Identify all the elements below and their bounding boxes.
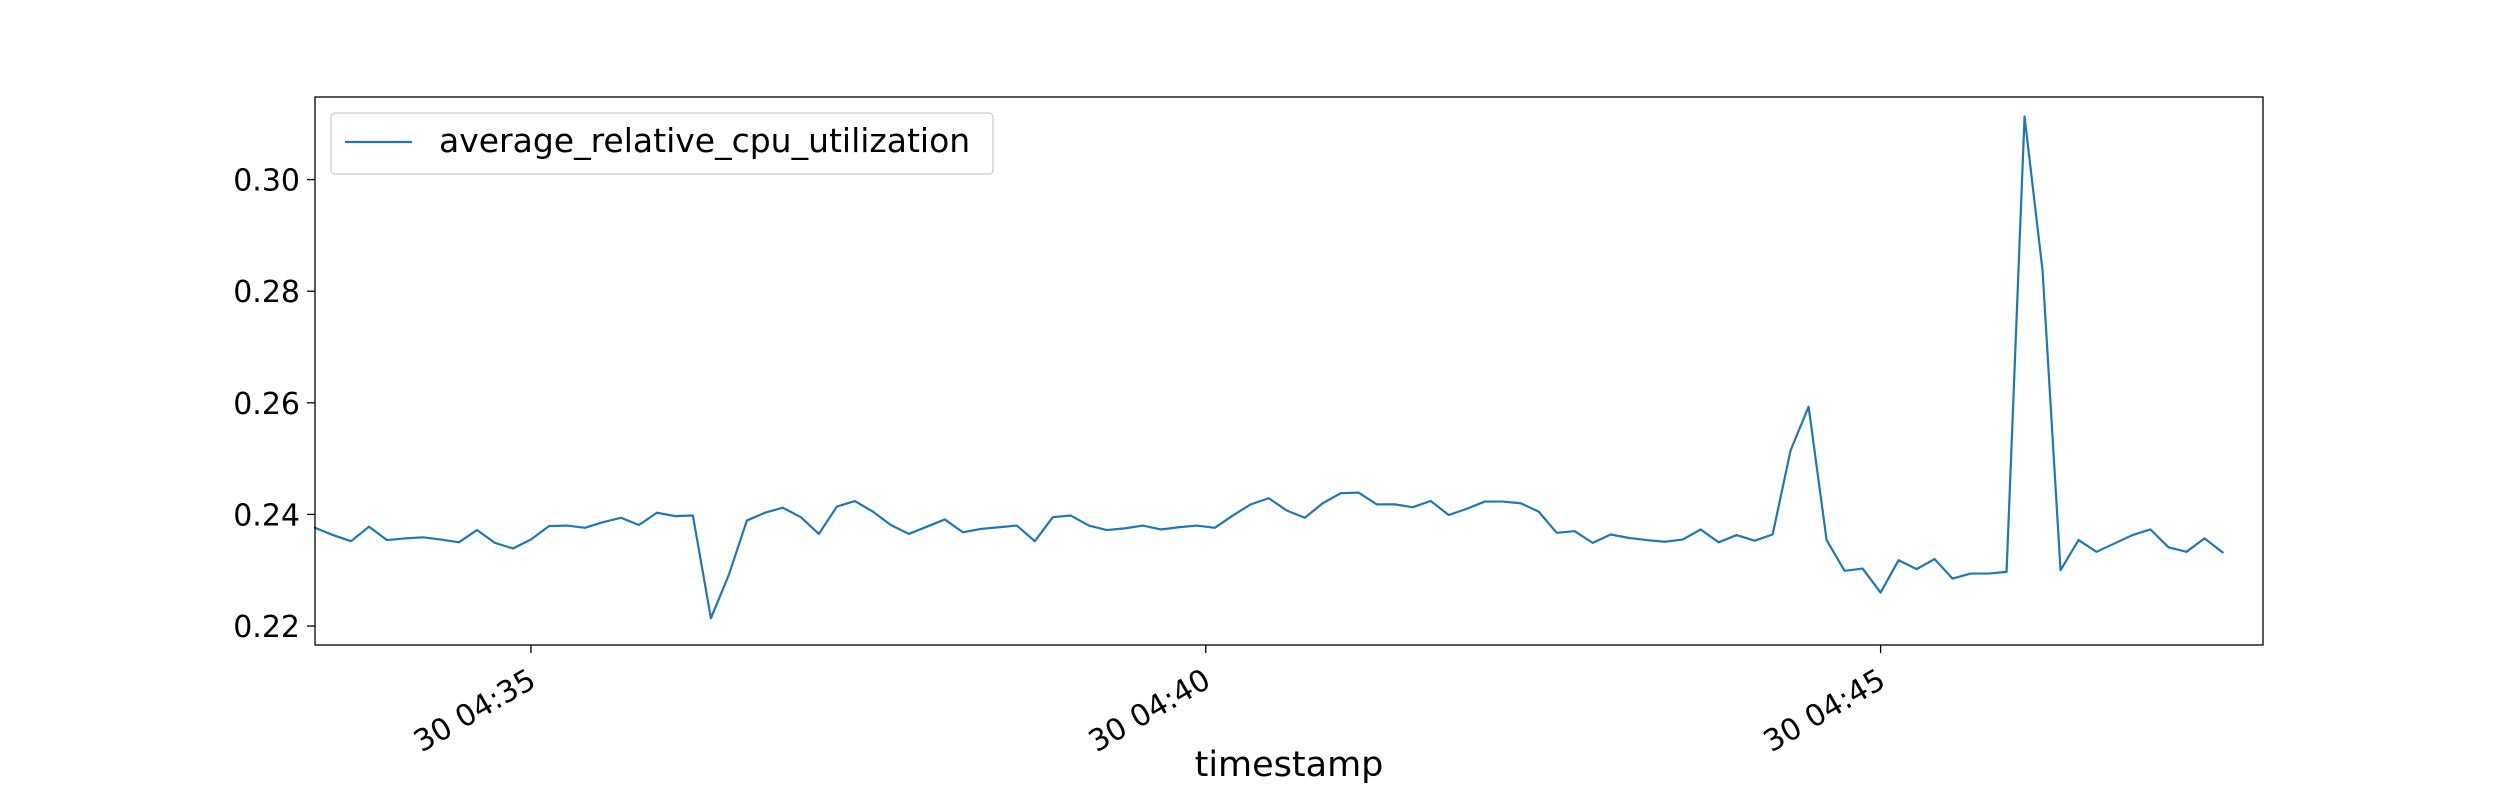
plot-area-frame	[314, 96, 2264, 646]
y-tick-label: 0.28	[233, 275, 300, 310]
plot-area-background	[315, 97, 2263, 645]
legend-series-label: average_relative_cpu_utilization	[439, 121, 970, 160]
y-tick-label: 0.22	[233, 610, 300, 645]
y-tick-label: 0.26	[233, 387, 300, 422]
legend: average_relative_cpu_utilization	[330, 112, 994, 175]
x-tick-label: 30 04:35	[408, 662, 542, 759]
x-tick-label: 30 04:45	[1758, 662, 1892, 759]
y-tick-label: 0.24	[233, 498, 300, 533]
series-layer	[313, 115, 2225, 620]
x-axis-label: timestamp	[1195, 745, 1384, 785]
y-tick-label: 0.30	[233, 164, 300, 199]
x-axis: 30 04:35 30 04:40 30 04:45	[408, 645, 1891, 760]
y-axis: 0.22 0.24 0.26 0.28 0.30	[233, 164, 315, 645]
legend-box	[330, 112, 994, 175]
series-line-average-relative-cpu-utilization	[313, 115, 2225, 620]
